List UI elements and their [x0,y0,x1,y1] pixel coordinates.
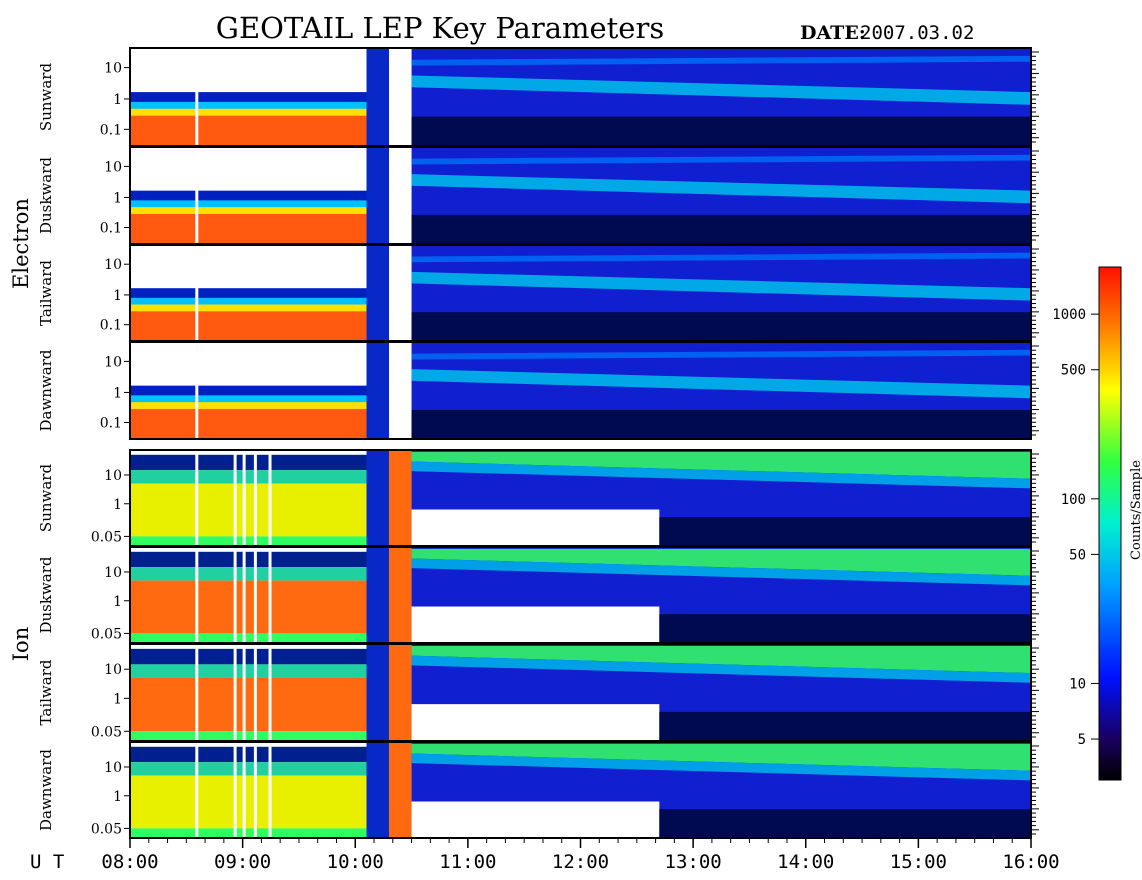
x-tick-label: 14:00 [777,851,834,873]
group-label-ion: Ion [9,627,33,661]
panel-electron-duskward: 10 1 0.1 Duskward [37,146,1039,245]
spectrogram-panels: 10 1 0.1 Sunward 10 1 0.1 Duskward 10 1 0.1 Tailwar… [37,47,1039,839]
panel-electron-dawnward: 10 1 0.1 Dawnward [37,341,1039,440]
date-value: 2007.03.02 [860,22,974,44]
colorbar-ticks: 5 10 50 100 500 1000 [1052,307,1099,748]
y-tick-label: 1 [113,594,122,610]
colorbar-label: Counts/Sample [1129,460,1142,560]
panel-label: Sunward [37,63,55,132]
y-tick-label: 1 [113,288,122,304]
y-tick-label: 0.05 [91,626,122,642]
y-tick-label: 0.05 [91,724,122,740]
panel-label: Sunward [37,464,55,533]
panel-electron-tailward: 10 1 0.1 Tailward [37,244,1039,342]
y-tick-label: 0.05 [91,821,122,837]
x-tick-label: 13:00 [665,851,722,873]
colorbar-tick-label: 10 [1069,676,1086,692]
date-label: DATE: [800,22,866,44]
panel-label: Tailward [37,659,55,725]
panel-ion-duskward: 10 1 0.05 Duskward [37,546,1039,644]
x-tick-label: 15:00 [890,851,947,873]
colorbar-tick-label: 1000 [1052,307,1086,323]
y-tick-label: 10 [104,468,122,484]
x-tick-label: 10:00 [327,851,384,873]
y-tick-label: 1 [113,385,122,401]
y-tick-label: 10 [104,565,122,581]
colorbar: 5 10 50 100 500 1000 Counts/Sample [1052,266,1142,781]
panel-label: Duskward [37,556,55,633]
colorbar-tick-label: 50 [1069,547,1086,563]
y-tick-label: 0.1 [100,221,122,237]
panel-label: Dawnward [37,349,55,431]
y-tick-label: 10 [104,760,122,776]
y-tick-label: 1 [113,497,122,513]
time-axis: 08:00 09:00 10:00 11:00 12:00 13:00 14:00 15:00… [101,838,1060,873]
y-tick-label: 10 [104,662,122,678]
y-tick-label: 0.1 [100,318,122,334]
panel-ion-dawnward: 10 1 0.05 Dawnward [37,741,1039,839]
y-tick-label: 0.1 [100,122,122,138]
x-tick-label: 08:00 [101,851,158,873]
x-tick-label: 16:00 [1002,851,1059,873]
colorbar-tick-label: 500 [1061,363,1086,379]
y-tick-label: 0.1 [100,416,122,432]
x-tick-label: 09:00 [214,851,271,873]
colorbar-gradient [1098,266,1122,781]
y-tick-label: 10 [104,354,122,370]
group-label-electron: Electron [9,198,33,289]
group-labels: Electron Ion [9,198,33,661]
panel-label: Dawnward [37,749,55,831]
y-tick-label: 1 [113,691,122,707]
panel-ion-sunward: 10 1 0.05 Sunward [37,449,1039,547]
panel-frame [129,341,1032,440]
panel-electron-sunward: 10 1 0.1 Sunward [37,47,1039,147]
colorbar-tick-label: 100 [1061,492,1086,508]
y-tick-label: 10 [104,61,122,77]
y-tick-label: 1 [113,789,122,805]
y-tick-label: 10 [104,159,122,175]
ut-axis-label: U T [30,851,64,873]
y-tick-label: 1 [113,92,122,108]
colorbar-tick-label: 5 [1078,732,1086,748]
y-tick-label: 10 [104,257,122,273]
x-tick-label: 11:00 [439,851,496,873]
figure-title: GEOTAIL LEP Key Parameters [216,11,664,45]
y-tick-label: 0.05 [91,529,122,545]
panel-label: Tailward [37,260,55,326]
y-tick-label: 1 [113,190,122,206]
panel-label: Duskward [37,157,55,234]
panel-ion-tailward: 10 1 0.05 Tailward [37,643,1039,742]
x-tick-label: 12:00 [552,851,609,873]
